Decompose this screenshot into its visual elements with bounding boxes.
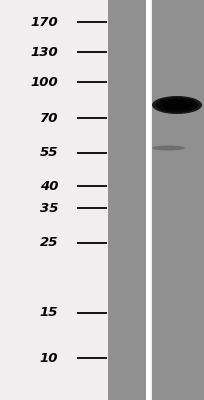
Text: 10: 10	[40, 352, 58, 364]
Text: 40: 40	[40, 180, 58, 192]
Ellipse shape	[156, 97, 198, 113]
Ellipse shape	[152, 96, 202, 114]
Text: 25: 25	[40, 236, 58, 250]
Bar	[152, 0, 204, 400]
Text: 55: 55	[40, 146, 58, 160]
Text: 100: 100	[30, 76, 58, 88]
Text: 130: 130	[30, 46, 58, 58]
Text: 70: 70	[40, 112, 58, 124]
Ellipse shape	[152, 146, 185, 150]
Text: 170: 170	[30, 16, 58, 28]
Text: 15: 15	[40, 306, 58, 320]
Text: 35: 35	[40, 202, 58, 214]
Bar	[108, 0, 146, 400]
Ellipse shape	[162, 100, 192, 110]
